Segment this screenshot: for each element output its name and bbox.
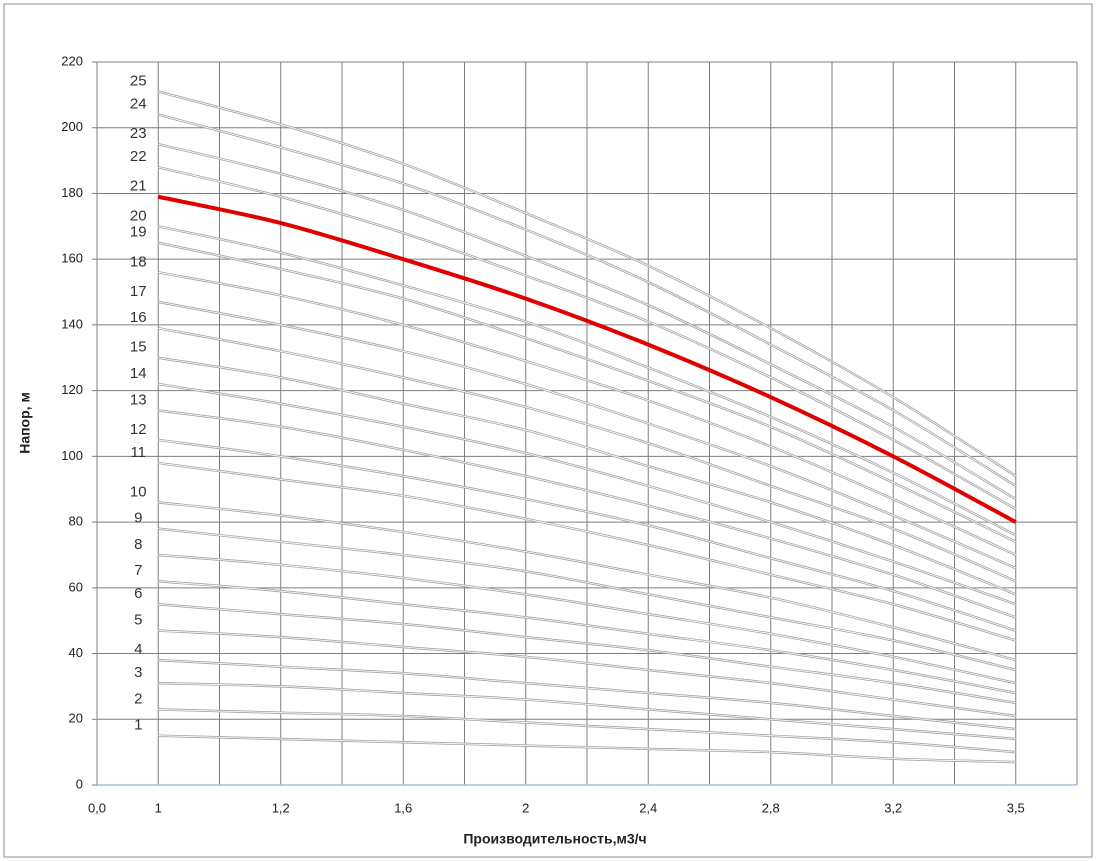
series-line-inner — [158, 409, 1016, 618]
series-line-inner — [158, 383, 1016, 605]
series-label: 20 — [130, 207, 147, 224]
series-label: 3 — [134, 664, 142, 681]
x-tick-label: 1,6 — [394, 800, 412, 815]
series-label: 6 — [134, 585, 142, 602]
y-tick-label: 140 — [61, 316, 83, 331]
series-line-inner — [158, 462, 1016, 641]
series-line-inner — [158, 439, 1016, 631]
series-line-inner — [158, 242, 1016, 543]
series-label: 15 — [130, 339, 147, 356]
series-label: 19 — [130, 224, 147, 241]
series-label: 24 — [130, 96, 147, 113]
y-tick-label: 80 — [69, 514, 83, 529]
x-tick-label: 2 — [522, 800, 529, 815]
y-tick-label: 160 — [61, 251, 83, 266]
series-line-inner — [158, 709, 1016, 753]
series-label: 10 — [130, 483, 147, 500]
series-label: 16 — [130, 309, 147, 326]
series-line — [157, 194, 1017, 524]
series-line-inner — [158, 357, 1016, 595]
y-tick-label: 40 — [69, 645, 83, 660]
series-line-inner — [158, 301, 1016, 569]
x-tick-label: 1,2 — [272, 800, 290, 815]
series-line-inner — [158, 580, 1016, 694]
series-line-inner — [158, 225, 1016, 536]
series-label: 7 — [134, 562, 142, 579]
series-label: 21 — [130, 178, 147, 195]
series-line-inner — [158, 327, 1016, 582]
series-label: 1 — [134, 717, 142, 734]
series-label: 5 — [134, 612, 142, 629]
y-tick-label: 200 — [61, 119, 83, 134]
series-line-inner — [158, 91, 1016, 477]
series-label: 23 — [130, 125, 147, 142]
series-label: 8 — [134, 536, 142, 553]
series-line-inner — [158, 682, 1016, 740]
series-label: 12 — [130, 421, 147, 438]
y-tick-label: 0 — [76, 776, 83, 791]
series-label: 13 — [130, 391, 147, 408]
x-tick-label: 3,5 — [1007, 800, 1025, 815]
series-line-inner — [158, 659, 1016, 730]
y-axis-title: Напор, м — [17, 392, 33, 454]
y-tick-label: 120 — [61, 382, 83, 397]
series-label: 14 — [130, 365, 147, 382]
y-tick-label: 220 — [61, 53, 83, 68]
y-tick-label: 100 — [61, 448, 83, 463]
series-line-inner — [158, 735, 1016, 763]
series-label: 25 — [130, 73, 147, 90]
series-label: 11 — [130, 444, 146, 461]
y-tick-label: 180 — [61, 185, 83, 200]
series-label: 22 — [130, 148, 147, 165]
series-line-inner — [158, 603, 1016, 704]
series-label: 4 — [134, 641, 142, 658]
series-line-inner — [158, 528, 1016, 671]
y-tick-label: 20 — [69, 711, 83, 726]
series-label: 2 — [134, 690, 142, 707]
x-tick-label: 3,2 — [884, 800, 902, 815]
series-line-inner — [158, 166, 1016, 510]
x-axis-title: Производительность,м3/ч — [463, 831, 646, 847]
series-line-inner — [158, 554, 1016, 684]
series-line-inner — [158, 501, 1016, 661]
series-line-inner — [158, 271, 1016, 556]
chart-border — [3, 3, 1093, 858]
x-tick-label: 2,8 — [762, 800, 780, 815]
series-line-inner — [158, 630, 1016, 717]
series-line-inner — [158, 114, 1016, 487]
series-label: 9 — [134, 510, 142, 527]
x-tick-label: 1 — [155, 800, 162, 815]
x-tick-label: 0,0 — [88, 800, 106, 815]
series-label: 17 — [130, 283, 147, 300]
y-tick-label: 60 — [69, 579, 83, 594]
series-label: 18 — [130, 253, 147, 270]
series-line-inner — [158, 143, 1016, 500]
x-tick-label: 2,4 — [639, 800, 657, 815]
